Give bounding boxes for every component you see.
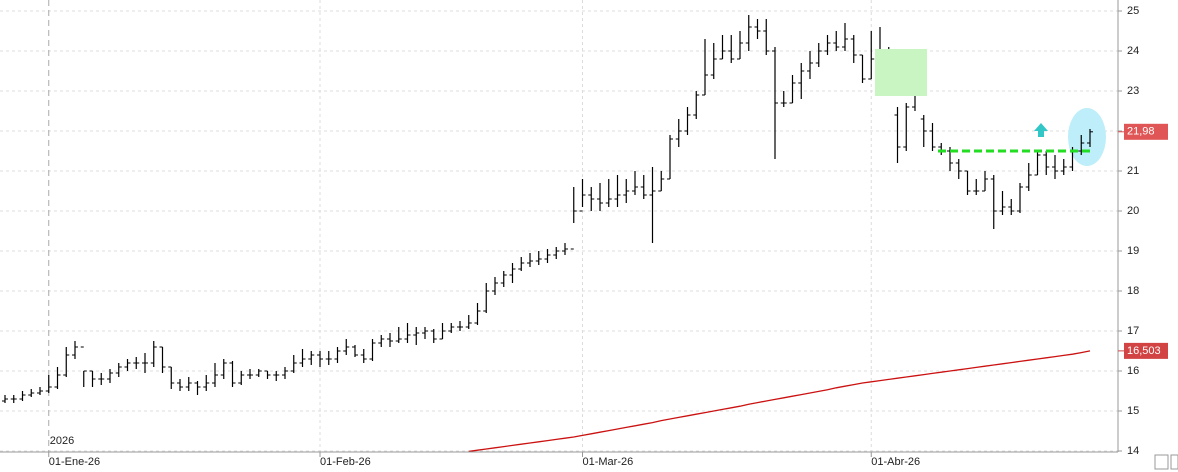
highlight-ellipse [1068,108,1106,166]
bottom-axis-panel [0,452,1178,472]
x-tick-label: 01-Ene-26 [49,456,100,468]
axes: 14151617181920212223242501-Ene-26202601-… [48,5,1168,468]
x-tick-label: 01-Feb-26 [320,456,371,468]
y-tick-label: 15 [1127,405,1139,417]
last-value-label: 16,503 [1127,345,1161,357]
zoom-button[interactable] [1154,454,1169,470]
y-tick-label: 24 [1127,45,1139,57]
moving-average-line [468,350,1091,453]
scroll-button[interactable] [1170,454,1178,470]
arrow-icon [1034,123,1048,137]
last-value-box [1124,342,1168,359]
last-value-box [1124,123,1168,140]
y-tick-label: 19 [1127,245,1139,257]
highlight-box [875,49,927,96]
y-tick-label: 20 [1127,205,1139,217]
x-tick-label: 01-Mar-26 [583,456,634,468]
y-tick-label: 21 [1127,165,1139,177]
y-tick-label: 17 [1127,325,1139,337]
y-tick-label: 18 [1127,285,1139,297]
right-axis-panel [1118,0,1178,472]
y-tick-label: 23 [1127,85,1139,97]
last-value-label: 21,98 [1127,126,1155,138]
y-tick-label: 16 [1127,365,1139,377]
y-tick-label: 25 [1127,5,1139,17]
marks [2,15,1093,453]
annotation: 2026 [50,435,74,447]
y-tick-label: 14 [1127,445,1139,457]
x-tick-label: 01-Abr-26 [871,456,920,468]
